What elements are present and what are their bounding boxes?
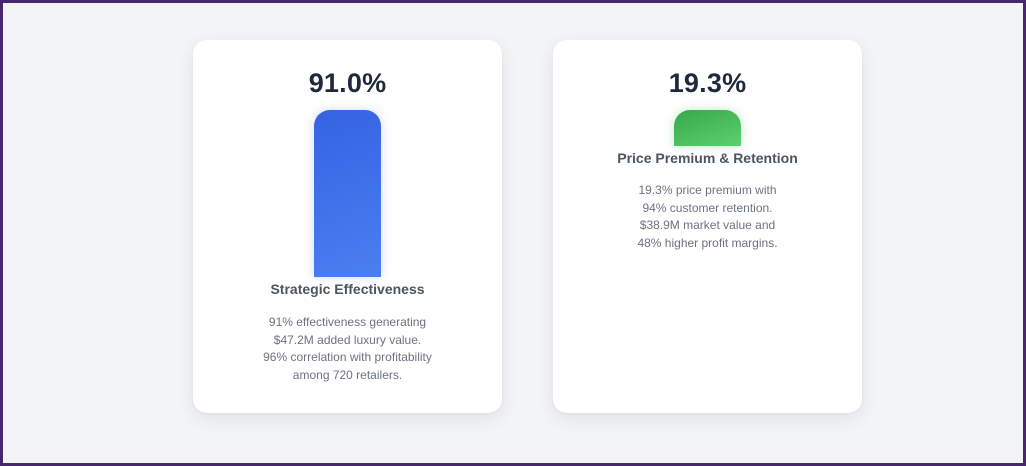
description-line: 19.3% price premium with xyxy=(638,183,777,197)
description-line: $38.9M market value and xyxy=(639,218,776,232)
metric-label: Price Premium & Retention xyxy=(617,150,798,166)
description-line: 96% correlation with profitability xyxy=(263,350,432,364)
description-line: $47.2M added luxury value. xyxy=(273,332,422,347)
description-line: 91% effectiveness generating xyxy=(268,315,427,329)
metric-bar xyxy=(674,110,741,146)
metric-description: 19.3% price premium with 94% customer re… xyxy=(593,182,822,252)
metric-bar xyxy=(314,110,381,277)
description-line: 48% higher profit margins. xyxy=(637,235,778,250)
metric-card-price-premium-retention: 19.3% Price Premium & Retention 19.3% pr… xyxy=(553,40,862,413)
description-line: 94% customer retention. xyxy=(642,200,773,215)
metric-description: 91% effectiveness generating $47.2M adde… xyxy=(233,314,462,384)
metric-value: 19.3% xyxy=(668,68,747,98)
metric-card-strategic-effectiveness: 91.0% Strategic Effectiveness 91% effect… xyxy=(193,40,502,413)
metric-value: 91.0% xyxy=(308,68,387,98)
metric-label: Strategic Effectiveness xyxy=(270,281,425,297)
description-line: among 720 retailers. xyxy=(292,367,403,382)
